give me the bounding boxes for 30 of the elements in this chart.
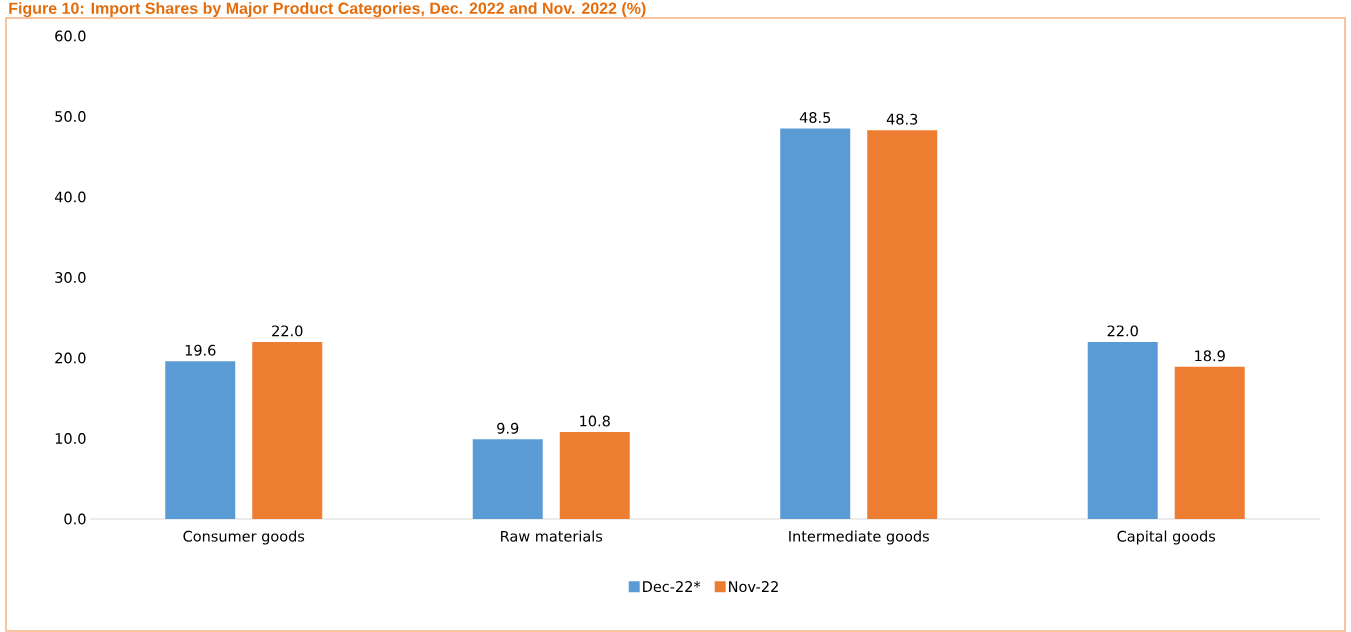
y-tick-label: 30.0	[55, 272, 86, 283]
bar	[780, 128, 851, 519]
bar	[1174, 366, 1245, 519]
y-tick-label: 60.0	[55, 30, 86, 42]
data-label: 9.9	[497, 422, 519, 434]
data-label: 48.3	[886, 113, 918, 125]
legend-label: Nov-22	[729, 581, 778, 593]
bar	[867, 130, 938, 519]
x-tick-label: Consumer goods	[183, 530, 305, 545]
chart-title: Figure 10: Import Shares by Major Product Categories, Dec. 2022 and Nov. 2022 (%)	[9, 2, 646, 18]
x-tick-label: Intermediate goods	[789, 530, 929, 545]
data-label: 18.9	[1195, 350, 1225, 362]
data-label: 48.5	[799, 112, 831, 124]
y-tick-label: 50.0	[55, 111, 86, 122]
x-tick-label: Capital goods	[1117, 530, 1216, 545]
data-label: 22.0	[272, 325, 303, 337]
legend-label: Dec-22*	[643, 581, 701, 593]
bar	[165, 361, 236, 519]
bar	[472, 439, 543, 519]
data-label: 10.8	[580, 415, 610, 427]
y-tick-label: 40.0	[54, 191, 86, 203]
bar	[1087, 341, 1158, 519]
x-tick-label: Raw materials	[501, 530, 603, 542]
data-label: 19.6	[185, 344, 216, 356]
y-tick-label: 10.0	[55, 433, 86, 444]
bar	[559, 432, 630, 519]
y-tick-label: 0.0	[64, 513, 86, 525]
bar	[252, 341, 323, 519]
y-tick-label: 20.0	[55, 352, 86, 364]
data-label: 22.0	[1107, 325, 1138, 337]
